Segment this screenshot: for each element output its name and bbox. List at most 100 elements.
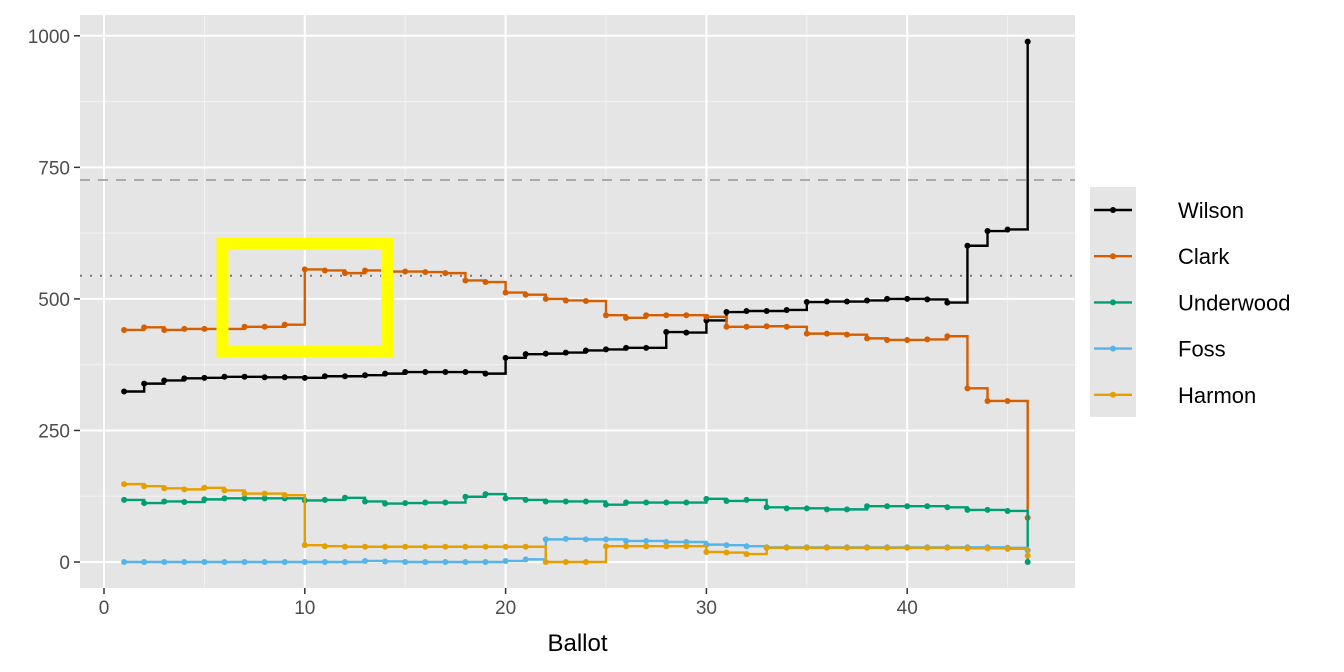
data-point — [321, 543, 328, 550]
data-point — [422, 499, 429, 506]
data-point — [944, 544, 951, 551]
data-point — [181, 325, 188, 332]
data-point — [783, 323, 790, 330]
data-point — [201, 496, 208, 503]
data-point — [462, 543, 469, 550]
data-point — [924, 296, 931, 303]
data-point — [121, 559, 128, 565]
data-point — [482, 559, 489, 565]
data-point — [522, 351, 529, 358]
data-point — [201, 559, 208, 565]
data-point — [763, 504, 770, 511]
data-point — [562, 559, 569, 565]
data-point — [241, 323, 248, 330]
data-point — [482, 370, 489, 377]
data-point — [542, 498, 549, 505]
y-tick-label: 250 — [38, 421, 70, 442]
data-point — [603, 501, 609, 508]
y-tick-label: 0 — [59, 553, 70, 574]
x-tick-label: 40 — [897, 598, 918, 619]
data-point — [442, 499, 449, 506]
data-point — [341, 373, 348, 380]
data-point — [623, 499, 630, 506]
data-point — [161, 498, 168, 505]
data-point — [301, 374, 308, 381]
data-point — [964, 385, 971, 392]
data-point — [1004, 226, 1011, 233]
data-point — [1004, 545, 1011, 552]
data-point — [281, 374, 288, 381]
data-point — [201, 325, 208, 332]
data-point — [743, 543, 750, 550]
data-point — [743, 496, 750, 503]
data-point — [482, 543, 489, 550]
data-point — [843, 298, 850, 305]
data-point — [643, 344, 650, 351]
data-point — [261, 495, 268, 502]
data-point — [522, 496, 529, 503]
data-point — [442, 543, 449, 550]
y-tick-label: 1000 — [28, 27, 70, 48]
data-point — [562, 297, 569, 304]
data-point — [904, 544, 911, 551]
data-point — [663, 543, 670, 550]
legend-label: Clark — [1178, 244, 1230, 269]
data-point — [984, 228, 991, 235]
data-point — [522, 556, 529, 563]
data-point — [201, 374, 208, 381]
data-point — [141, 324, 148, 331]
series-harmon — [121, 481, 1031, 565]
data-point — [643, 543, 650, 550]
data-point — [301, 266, 308, 273]
data-point — [924, 503, 931, 510]
data-point — [562, 535, 569, 542]
data-point — [683, 499, 690, 506]
data-point — [884, 544, 891, 551]
data-point — [884, 336, 891, 343]
data-point — [763, 323, 770, 330]
data-point — [141, 380, 148, 387]
data-point — [402, 559, 409, 565]
legend-key-point — [1110, 391, 1116, 398]
data-point — [402, 543, 409, 550]
legend-label: Foss — [1178, 337, 1226, 362]
data-point — [703, 495, 710, 502]
data-point — [542, 536, 549, 543]
data-point — [241, 490, 248, 497]
data-point — [984, 545, 991, 552]
data-point — [422, 559, 429, 565]
data-point — [201, 484, 208, 491]
x-axis-title: Ballot — [547, 630, 607, 657]
data-point — [341, 559, 348, 565]
data-point — [703, 549, 710, 556]
data-point — [382, 543, 389, 550]
data-point — [703, 313, 710, 320]
data-point — [422, 543, 429, 550]
data-point — [562, 349, 569, 356]
data-point — [904, 295, 911, 302]
data-point — [643, 537, 650, 544]
data-point — [141, 483, 148, 490]
data-point — [181, 559, 188, 565]
data-point — [221, 559, 228, 565]
legend-label: Underwood — [1178, 290, 1291, 315]
data-point — [864, 335, 871, 342]
legend-label: Wilson — [1178, 198, 1244, 223]
data-point — [301, 559, 308, 565]
data-point — [663, 499, 670, 506]
data-point — [843, 331, 850, 338]
legend-key-point — [1110, 253, 1116, 260]
data-point — [261, 490, 268, 497]
data-point — [582, 536, 589, 543]
data-point — [121, 388, 128, 395]
data-point — [221, 487, 228, 494]
data-point — [341, 543, 348, 550]
data-point — [843, 544, 850, 551]
data-point — [442, 369, 449, 376]
data-point — [623, 543, 630, 550]
data-point — [904, 503, 911, 510]
data-point — [502, 354, 509, 361]
data-point — [442, 270, 449, 277]
x-tick-label: 0 — [99, 598, 110, 619]
